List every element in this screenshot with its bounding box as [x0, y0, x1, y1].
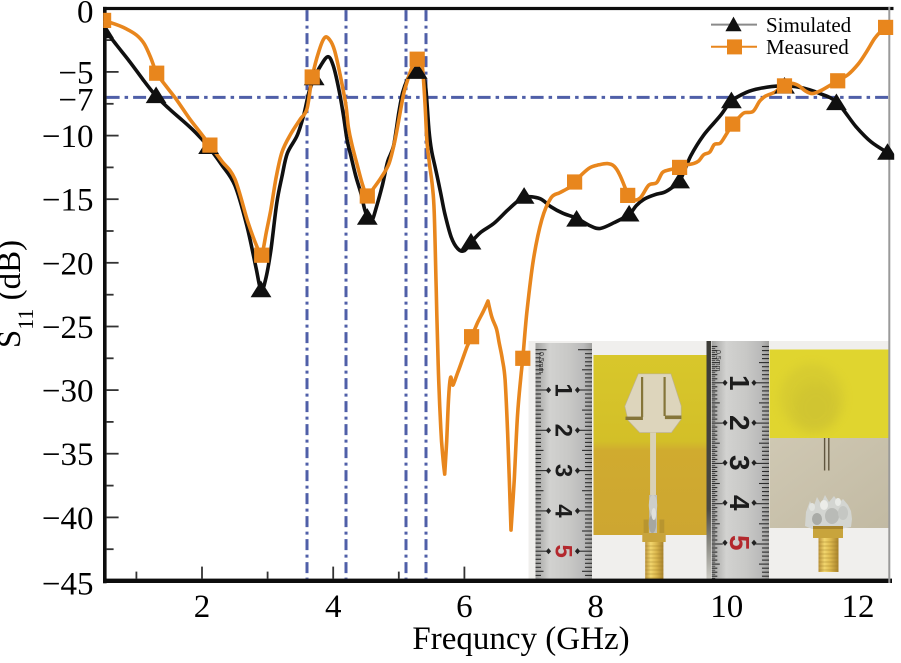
svg-text:Simulated: Simulated: [766, 13, 852, 37]
svg-text:−25: −25: [42, 310, 94, 346]
svg-text:−20: −20: [42, 246, 94, 282]
svg-text:12: 12: [842, 589, 875, 625]
svg-text:−10: −10: [42, 119, 94, 155]
svg-text:5: 5: [724, 535, 755, 551]
svg-text:−7: −7: [58, 83, 93, 119]
svg-text:10: 10: [710, 589, 743, 625]
svg-text:2: 2: [550, 424, 577, 437]
svg-text:Measured: Measured: [766, 35, 849, 59]
svg-text:4: 4: [550, 504, 577, 518]
svg-text:6: 6: [456, 589, 473, 625]
svg-text:0.5mm: 0.5mm: [537, 352, 544, 374]
svg-text:0: 0: [77, 0, 94, 31]
svg-text:−45: −45: [42, 567, 94, 603]
svg-text:1: 1: [550, 383, 577, 396]
svg-text:4: 4: [724, 495, 755, 511]
svg-text:Frequncy (GHz): Frequncy (GHz): [412, 621, 629, 657]
svg-text:−30: −30: [42, 374, 94, 410]
svg-text:3: 3: [550, 464, 577, 477]
svg-text:8: 8: [587, 589, 604, 625]
svg-text:4: 4: [325, 589, 342, 625]
svg-text:5: 5: [550, 545, 577, 558]
svg-text:−15: −15: [42, 183, 94, 219]
svg-text:1: 1: [724, 375, 755, 391]
svg-text:3: 3: [724, 455, 755, 471]
svg-text:2: 2: [194, 589, 211, 625]
svg-text:2: 2: [724, 415, 755, 431]
svg-text:−5: −5: [58, 55, 93, 91]
svg-text:0.5mm: 0.5mm: [714, 350, 721, 372]
svg-text:−40: −40: [42, 501, 94, 537]
svg-text:−35: −35: [42, 437, 94, 473]
